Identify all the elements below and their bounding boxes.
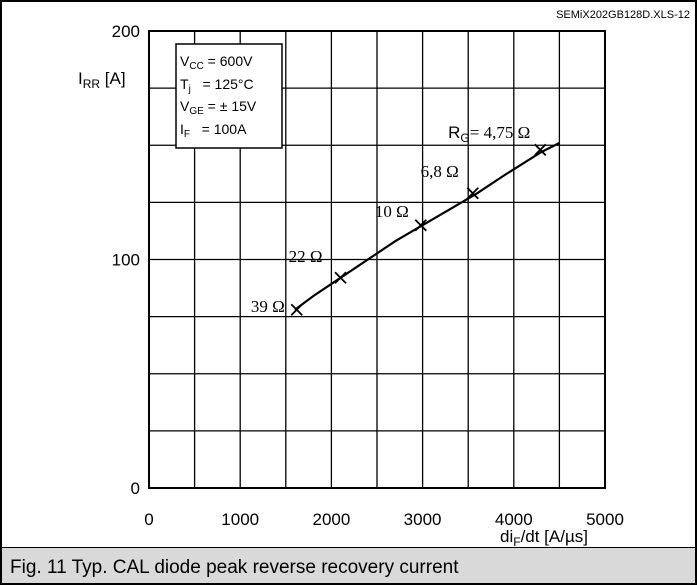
condition-vge: VGE = ± 15V xyxy=(180,98,257,117)
y-tick-label: 100 xyxy=(112,251,140,270)
x-tick-label: 0 xyxy=(144,510,153,529)
y-axis-label-rest: [A] xyxy=(100,69,126,88)
condition-vcc: VCC = 600V xyxy=(180,53,253,72)
marker-cross xyxy=(534,143,547,156)
x-tick-label: 2000 xyxy=(312,510,350,529)
y-axis-label-main: I xyxy=(78,69,83,88)
marker-labels: 39 Ω 22 Ω 10 Ω 6,8 Ω RG= 4,75 Ω xyxy=(251,123,530,316)
y-axis-label: IRR [A] xyxy=(78,69,126,91)
x-axis-label: diF/dt [A/µs] xyxy=(500,527,588,549)
x-axis-label-main: di xyxy=(500,527,513,546)
marker-label: 6,8 Ω xyxy=(421,162,459,181)
marker-label: 22 Ω xyxy=(289,247,323,266)
markers xyxy=(290,143,547,316)
marker-cross xyxy=(414,219,427,232)
marker-cross xyxy=(290,303,303,316)
y-axis-label-sub: RR xyxy=(83,77,101,91)
x-tick-label: 4000 xyxy=(495,510,533,529)
plot-border xyxy=(148,30,606,489)
marker-label: 10 Ω xyxy=(375,202,409,221)
x-axis-label-sub: F xyxy=(513,535,520,549)
y-tick-label: 0 xyxy=(131,479,140,498)
marker-label: RG= 4,75 Ω xyxy=(448,123,530,145)
conditions-box: VCC = 600V Tj = 125°C VGE = ± 15V IF = 1… xyxy=(175,43,283,149)
series-line xyxy=(294,142,560,311)
y-tick-label: 200 xyxy=(112,22,140,41)
marker-cross xyxy=(334,271,347,284)
conditions-box-border xyxy=(175,43,283,149)
marker-cross xyxy=(466,187,479,200)
marker-label: 39 Ω xyxy=(251,297,285,316)
x-tick-label: 1000 xyxy=(221,510,259,529)
tick-labels: 0 1000 2000 3000 4000 5000 0 100 200 xyxy=(112,22,624,529)
x-tick-label: 5000 xyxy=(586,510,624,529)
condition-tj: Tj = 125°C xyxy=(180,76,254,95)
x-axis-label-rest: /dt [A/µs] xyxy=(521,527,588,546)
x-tick-label: 3000 xyxy=(404,510,442,529)
file-label: SEMiX202GB128D.XLS-12 xyxy=(556,9,690,21)
figure-caption: Fig. 11 Typ. CAL diode peak reverse reco… xyxy=(2,547,695,583)
condition-if: IF = 100A xyxy=(180,121,247,140)
